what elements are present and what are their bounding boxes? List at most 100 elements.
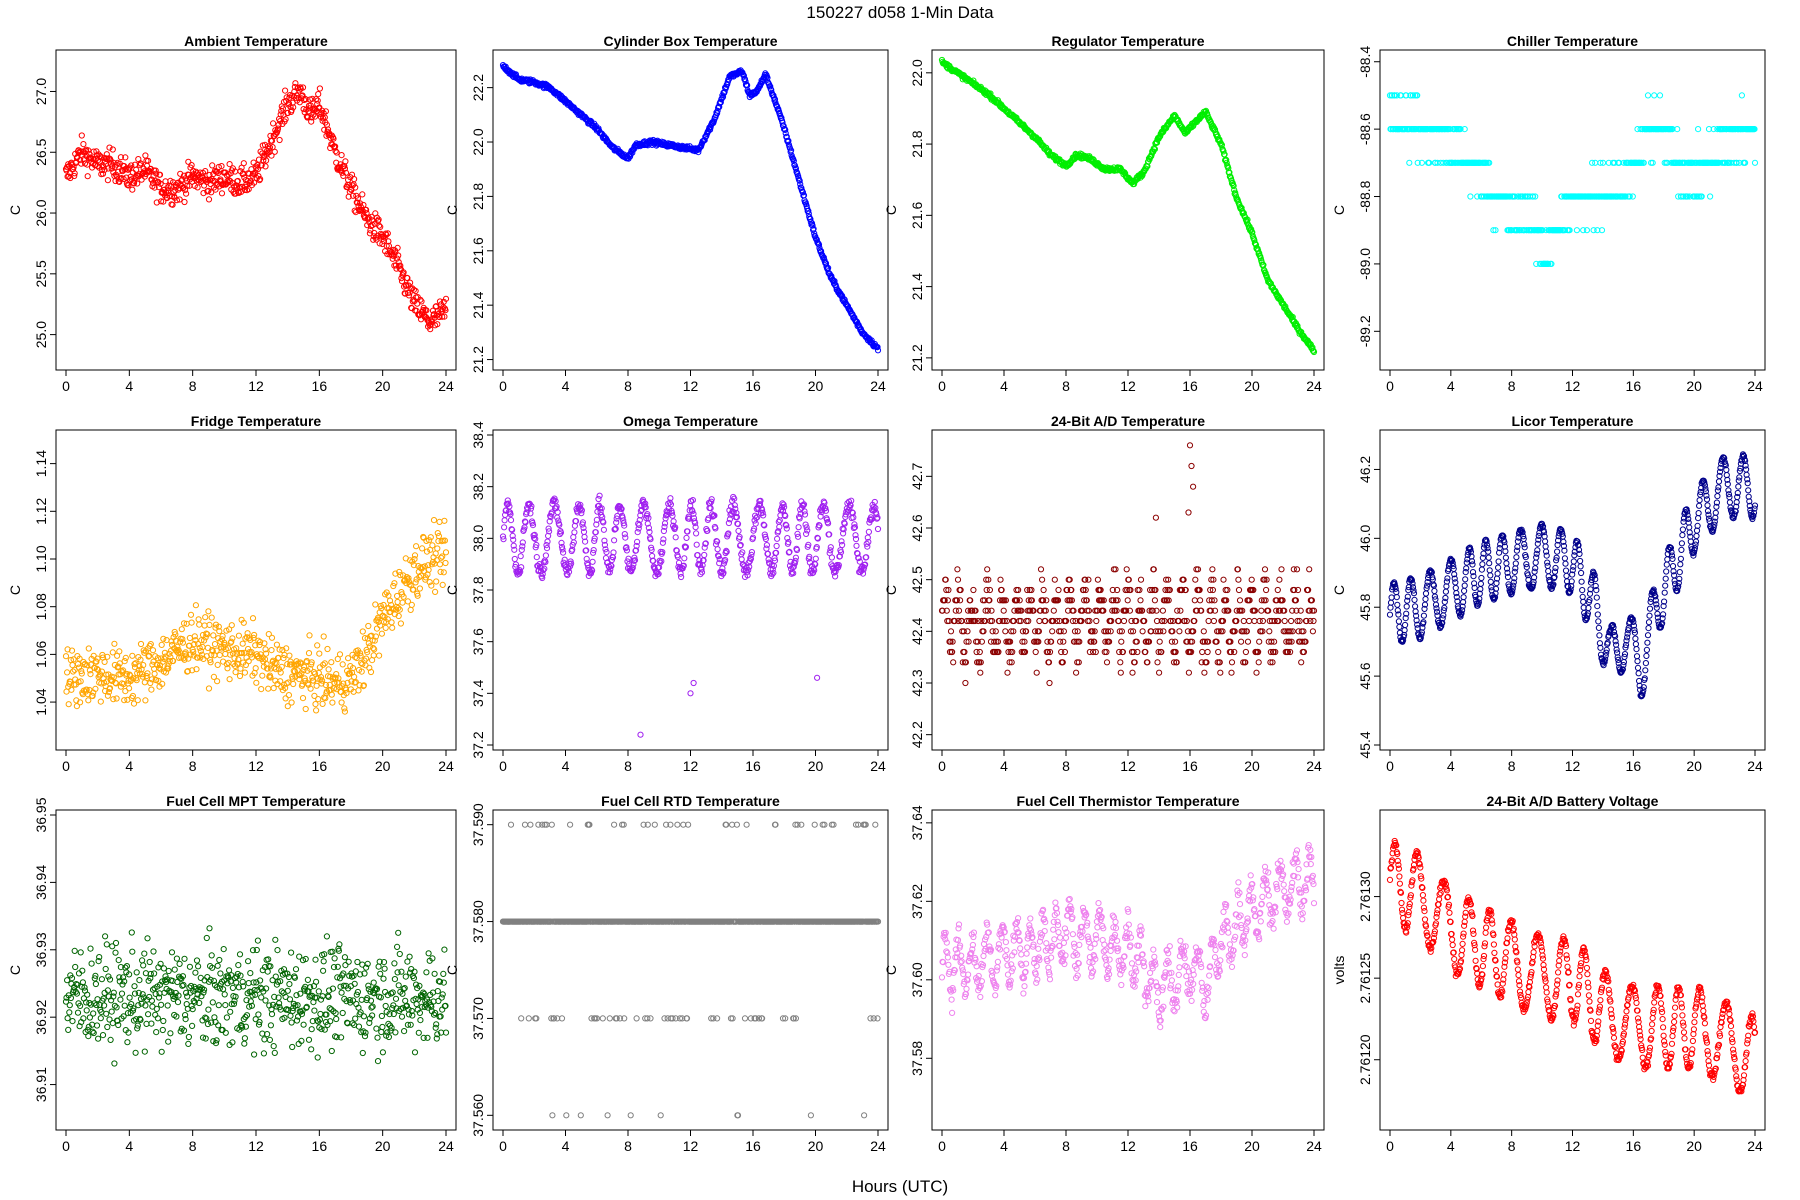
data-point	[333, 149, 340, 156]
data-point	[84, 173, 91, 180]
data-point	[427, 534, 434, 541]
data-point	[292, 80, 299, 87]
data-point	[621, 531, 628, 538]
data-point	[559, 546, 566, 553]
x-tick-label: 8	[1508, 378, 1516, 394]
data-point	[673, 547, 680, 554]
data-point	[1674, 126, 1681, 133]
data-point	[80, 141, 87, 148]
data-point	[581, 533, 588, 541]
data-point	[434, 530, 441, 537]
data-point	[352, 679, 359, 686]
data-point	[600, 526, 608, 533]
data-point	[962, 679, 969, 687]
plot-frame	[1379, 49, 1766, 371]
data-point	[621, 522, 628, 529]
data-point	[512, 561, 520, 568]
y-tick-label: -89.2	[1357, 315, 1373, 347]
data-point	[110, 696, 117, 703]
data-point	[386, 597, 394, 604]
data-point	[322, 108, 329, 115]
data-point	[276, 136, 283, 144]
data-point	[590, 547, 597, 554]
data-point	[1235, 586, 1243, 594]
data-point	[714, 546, 721, 553]
x-tick-label: 4	[562, 378, 570, 394]
data-point	[527, 505, 535, 512]
data-point	[1044, 648, 1052, 656]
data-point	[771, 96, 779, 103]
data-point	[557, 529, 565, 536]
data-point	[240, 619, 247, 626]
data-point	[306, 632, 313, 639]
data-point	[182, 649, 189, 656]
data-point	[377, 622, 384, 629]
data-point	[265, 631, 272, 638]
data-point	[440, 569, 447, 576]
data-point	[874, 344, 881, 351]
x-tick-label: 0	[62, 758, 70, 774]
data-point	[790, 563, 797, 570]
data-point	[1258, 607, 1265, 614]
data-point	[412, 287, 419, 295]
data-point	[210, 673, 217, 681]
data-point	[762, 535, 770, 543]
data-point	[811, 567, 818, 574]
data-point	[669, 512, 676, 519]
data-point	[731, 495, 738, 502]
data-point	[568, 560, 575, 567]
data-point	[983, 576, 990, 583]
data-point	[1201, 638, 1209, 645]
data-point	[528, 503, 535, 510]
data-point	[274, 125, 282, 132]
data-point	[185, 158, 192, 165]
data-point	[1228, 659, 1236, 666]
data-point	[997, 576, 1004, 583]
data-point	[1434, 159, 1441, 166]
data-point	[405, 292, 413, 299]
data-point	[1244, 638, 1252, 645]
data-point	[672, 524, 679, 531]
data-point	[83, 686, 90, 693]
data-point	[792, 554, 800, 561]
data-point	[795, 524, 802, 531]
data-point	[1085, 607, 1093, 614]
data-point	[223, 661, 230, 668]
y-tick-label: 1.04	[33, 688, 49, 715]
data-point	[1051, 576, 1058, 583]
data-point	[1178, 586, 1186, 594]
x-tick-label: 20	[808, 378, 824, 394]
data-point	[1211, 607, 1219, 614]
data-point	[162, 178, 169, 185]
data-point	[606, 569, 613, 576]
data-point	[336, 651, 344, 658]
data-point	[769, 566, 776, 573]
data-point	[255, 173, 262, 180]
data-point	[1033, 669, 1040, 676]
data-point	[1200, 628, 1207, 635]
data-point	[1011, 607, 1018, 614]
data-point	[739, 549, 746, 556]
data-point	[542, 552, 550, 559]
data-point	[577, 501, 584, 508]
data-point	[725, 530, 732, 537]
data-point	[648, 544, 655, 551]
data-point	[1149, 607, 1156, 614]
data-point	[613, 515, 620, 522]
data-point	[999, 617, 1006, 625]
data-point	[86, 667, 94, 674]
data-point	[1406, 159, 1413, 166]
data-point	[239, 640, 246, 647]
data-point	[106, 685, 114, 692]
data-point	[796, 176, 803, 184]
data-point	[795, 533, 802, 540]
data-point	[67, 678, 74, 685]
data-point	[943, 586, 950, 594]
data-point	[1242, 648, 1250, 656]
data-point	[589, 567, 596, 574]
data-point	[1710, 126, 1717, 133]
data-point	[708, 498, 715, 505]
data-point	[717, 99, 724, 106]
data-point	[553, 503, 560, 510]
